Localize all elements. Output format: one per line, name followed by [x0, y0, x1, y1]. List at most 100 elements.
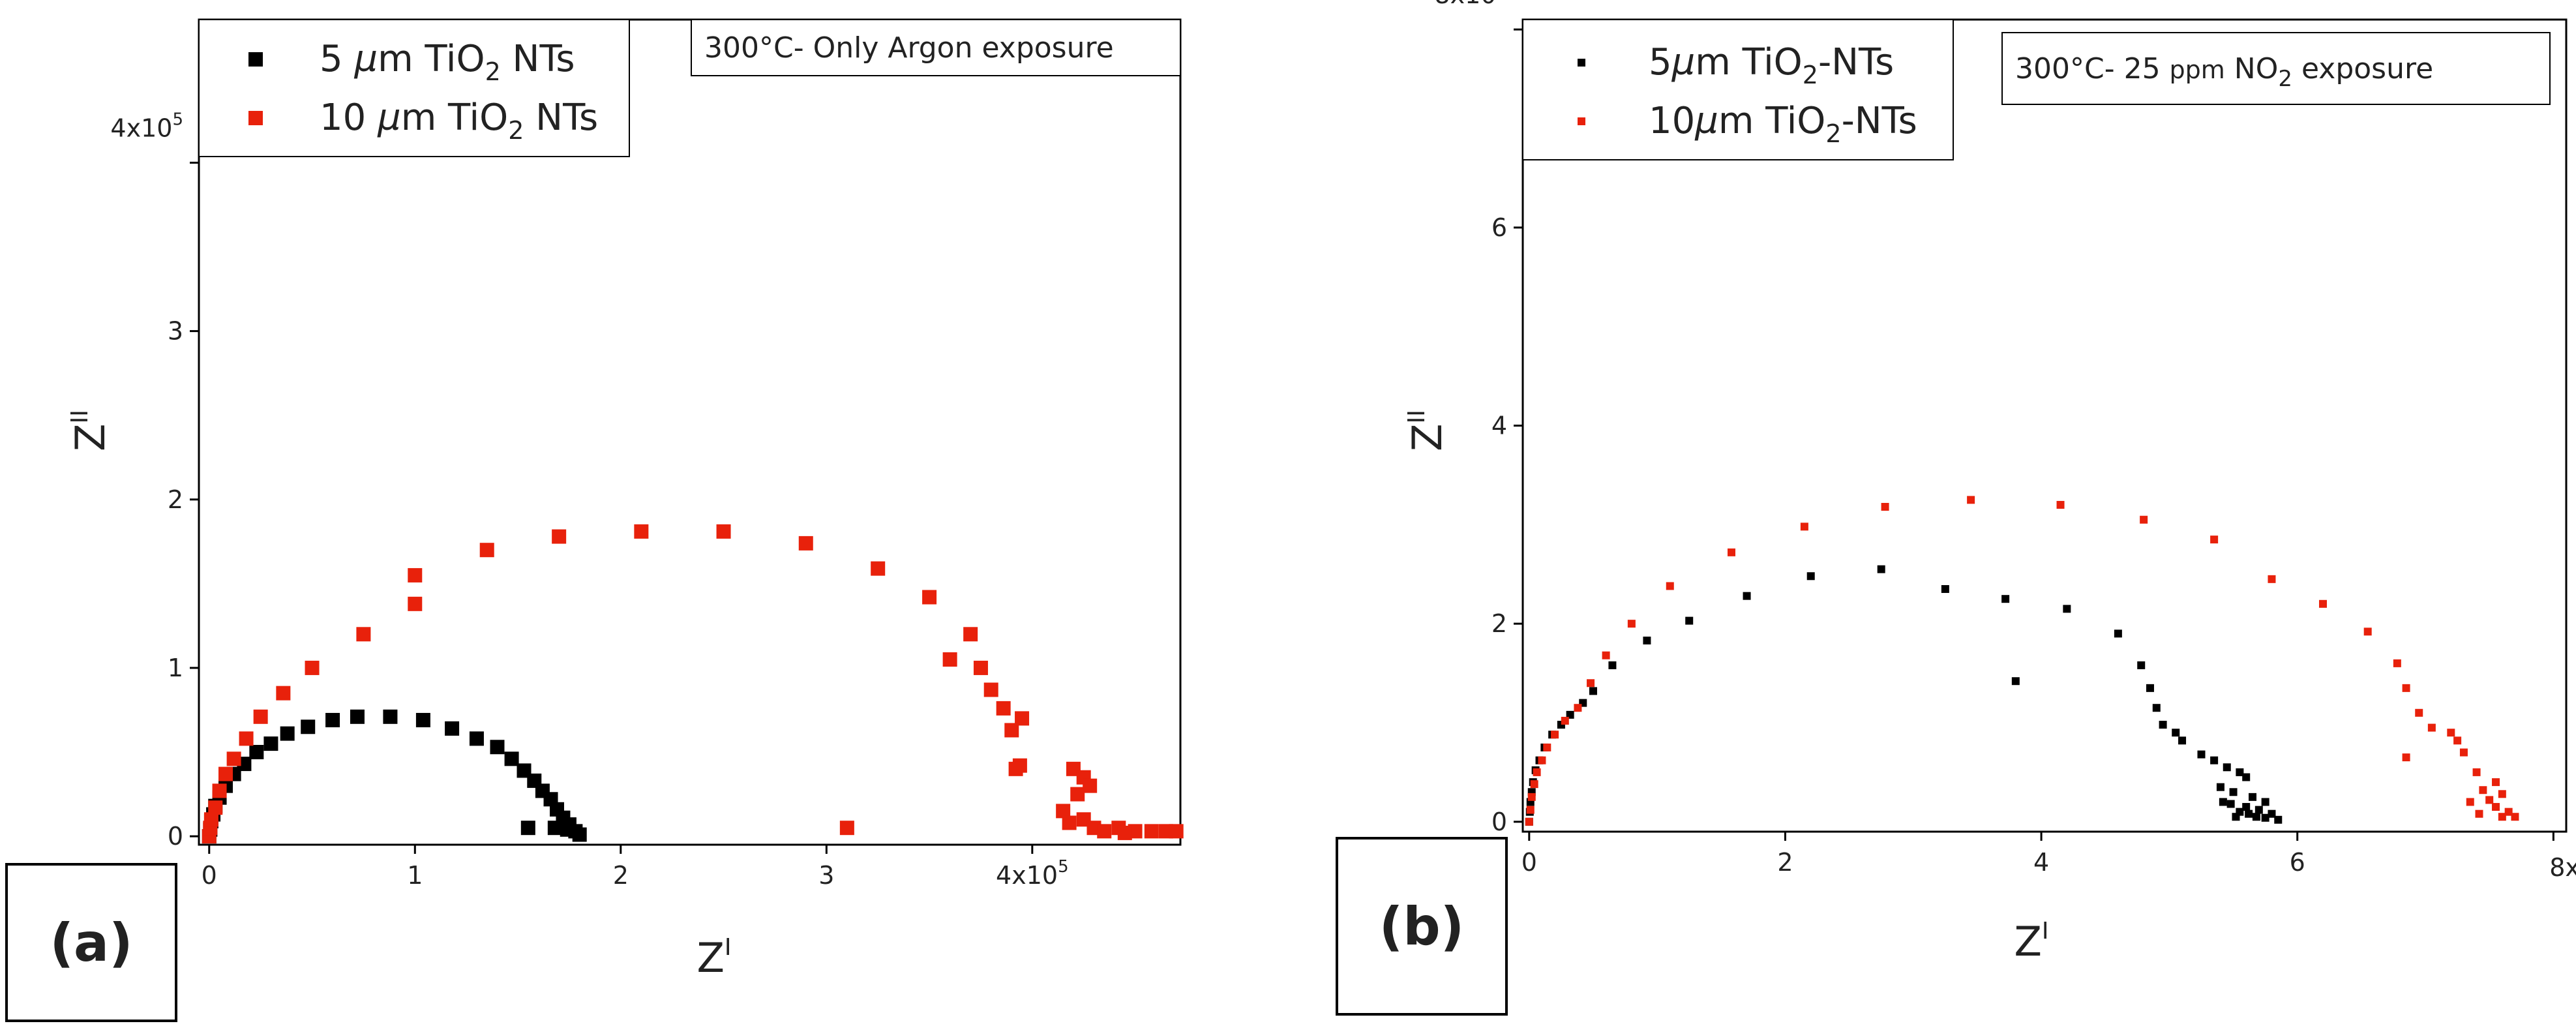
- data-point: [1643, 636, 1651, 644]
- y-tick-label: 2: [1491, 609, 1507, 638]
- data-point: [1941, 585, 1949, 594]
- data-point: [1608, 661, 1617, 669]
- data-point: [2402, 684, 2410, 692]
- data-point: [1062, 815, 1077, 830]
- y-tick-label: 4x105: [110, 110, 183, 142]
- data-point: [2393, 659, 2401, 667]
- x-tick-label: 6: [2290, 848, 2305, 877]
- data-point: [2261, 813, 2269, 822]
- data-point: [2172, 729, 2180, 737]
- data-point: [2152, 704, 2161, 712]
- data-point: [1538, 756, 1546, 764]
- data-point: [1004, 723, 1019, 738]
- data-point: [218, 766, 233, 781]
- data-point: [2268, 575, 2276, 583]
- data-point: [2492, 803, 2500, 811]
- data-point: [1527, 793, 1536, 801]
- data-point: [2402, 753, 2410, 762]
- data-point: [276, 686, 291, 701]
- panel-label: (b): [1379, 896, 1464, 957]
- data-point: [469, 731, 484, 746]
- x-tick-label: 1: [407, 861, 423, 890]
- data-point: [280, 726, 295, 741]
- series-red: [1525, 496, 2519, 826]
- data-point: [2140, 515, 2148, 524]
- data-point: [2427, 723, 2436, 732]
- data-point: [1144, 824, 1159, 839]
- data-point: [2210, 756, 2219, 764]
- data-point: [2274, 815, 2283, 824]
- x-tick-label: 3: [818, 861, 834, 890]
- data-point: [408, 567, 423, 582]
- legend-marker: [1578, 117, 1585, 125]
- chart-panel-b: 0 2 4 6 8x105 0 2 4 6 8x105 ZII ZI 5µm TiO2-NTs 10µm …: [1336, 0, 2576, 1016]
- data-point: [1015, 711, 1030, 726]
- data-point: [504, 751, 519, 766]
- data-point: [2466, 798, 2474, 806]
- data-point: [572, 827, 587, 842]
- data-point: [973, 660, 988, 675]
- data-point: [560, 822, 575, 837]
- plot-area: [198, 18, 1182, 846]
- data-point: [1587, 679, 1595, 688]
- data-point: [2137, 661, 2146, 669]
- data-point: [1551, 731, 1559, 739]
- data-point: [2479, 786, 2487, 794]
- data-point: [983, 682, 998, 697]
- data-point: [1685, 616, 1694, 625]
- data-point: [1806, 572, 1815, 581]
- legend-marker: [1578, 59, 1585, 67]
- data-point: [2242, 803, 2251, 811]
- data-point: [2011, 677, 2020, 686]
- data-point: [996, 701, 1011, 716]
- data-point: [1566, 710, 1574, 719]
- y-tick-label: 1: [168, 654, 183, 682]
- data-point: [2236, 768, 2244, 776]
- legend-box: [198, 19, 630, 157]
- data-point: [2178, 736, 2187, 745]
- data-point: [2268, 809, 2276, 818]
- data-point: [2492, 778, 2500, 787]
- data-point: [922, 590, 937, 605]
- annotation-box: [691, 19, 1181, 76]
- data-point: [2159, 721, 2167, 729]
- data-point: [301, 719, 316, 734]
- data-point: [1070, 787, 1085, 802]
- data-point: [383, 709, 398, 724]
- data-point: [2223, 763, 2231, 772]
- data-point: [963, 627, 978, 642]
- data-point: [212, 783, 227, 798]
- legend-entry: 5µm TiO2-NTs: [1649, 41, 1894, 89]
- data-point: [2459, 748, 2468, 757]
- data-point: [716, 524, 731, 539]
- data-point: [1097, 824, 1112, 839]
- data-point: [1967, 496, 1975, 504]
- data-point: [1666, 582, 1674, 590]
- data-point: [1728, 548, 1735, 556]
- x-axis-label: ZI: [2014, 918, 2048, 965]
- data-point: [2498, 813, 2506, 821]
- y-axis-label: ZII: [67, 410, 114, 451]
- data-point: [634, 524, 649, 539]
- data-point: [2210, 536, 2219, 544]
- data-point: [2197, 750, 2206, 759]
- data-point: [2056, 500, 2065, 509]
- data-point: [445, 721, 460, 736]
- data-point: [1561, 716, 1569, 725]
- data-point: [2318, 599, 2327, 608]
- data-point: [1533, 768, 1541, 776]
- x-tick-label: 4: [2033, 848, 2049, 877]
- data-point: [2447, 729, 2455, 737]
- y-tick-label: 0: [168, 822, 183, 851]
- annotation-text: 300°C- 25 ppm NO2 exposure: [2015, 52, 2433, 92]
- data-point: [2485, 796, 2494, 804]
- x-tick-label: 2: [1777, 848, 1793, 877]
- data-point: [479, 543, 494, 558]
- x-tick-label: 0: [1521, 848, 1537, 877]
- data-point: [2252, 813, 2260, 821]
- data-point: [2249, 793, 2257, 801]
- legend-marker: [248, 111, 263, 125]
- data-point: [1800, 522, 1808, 531]
- x-tick-label: 8x105: [2549, 849, 2576, 882]
